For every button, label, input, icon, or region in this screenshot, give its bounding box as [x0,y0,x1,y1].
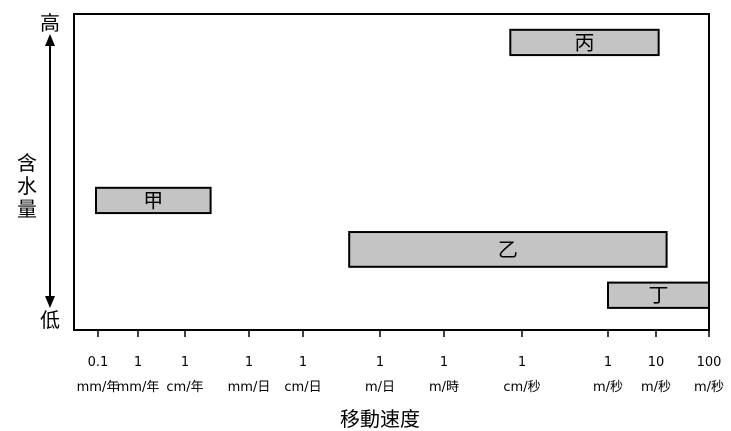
x-tick-unit: mm/年 [77,380,120,395]
x-tick-unit: cm/日 [284,380,321,395]
range-bar-label: 乙 [498,237,518,261]
x-tick-value: 1 [518,355,526,370]
x-tick-unit: m/日 [365,380,395,395]
x-tick-unit: m/時 [429,380,459,395]
y-axis-high-label: 高 [40,11,60,35]
range-bar [348,231,668,268]
y-axis-title-char: 量 [17,197,37,221]
x-tick-unit: cm/秒 [503,380,540,395]
x-axis-title: 移動速度 [340,407,420,431]
range-bar-label: 甲 [143,188,163,212]
x-tick-value: 1 [604,355,612,370]
x-tick-value: 10 [648,355,665,370]
x-tick-value: 1 [440,355,448,370]
y-axis-title-char: 含 [17,151,37,175]
x-tick-value: 100 [697,355,722,370]
x-tick-unit: mm/日 [228,380,271,395]
x-tick-value: 1 [376,355,384,370]
x-tick-value: 1 [134,355,142,370]
range-bar [509,28,660,57]
range-bar-label: 丁 [649,283,669,307]
x-tick-unit: cm/年 [166,380,203,395]
x-tick-value: 1 [245,355,253,370]
plot-frame [73,13,710,331]
x-tick-unit: m/秒 [641,380,671,395]
x-tick-unit: mm/年 [117,380,160,395]
range-bar [95,186,212,215]
x-tick-value: 1 [299,355,307,370]
range-bar [607,281,710,309]
x-tick-unit: m/秒 [694,380,724,395]
x-tick-unit: m/秒 [593,380,623,395]
y-axis-title-char: 水 [17,174,37,198]
range-bar-label: 丙 [574,30,594,54]
x-tick-value: 1 [181,355,189,370]
y-axis-double-arrow [45,34,55,308]
y-axis-low-label: 低 [40,308,60,332]
x-tick-value: 0.1 [88,355,109,370]
